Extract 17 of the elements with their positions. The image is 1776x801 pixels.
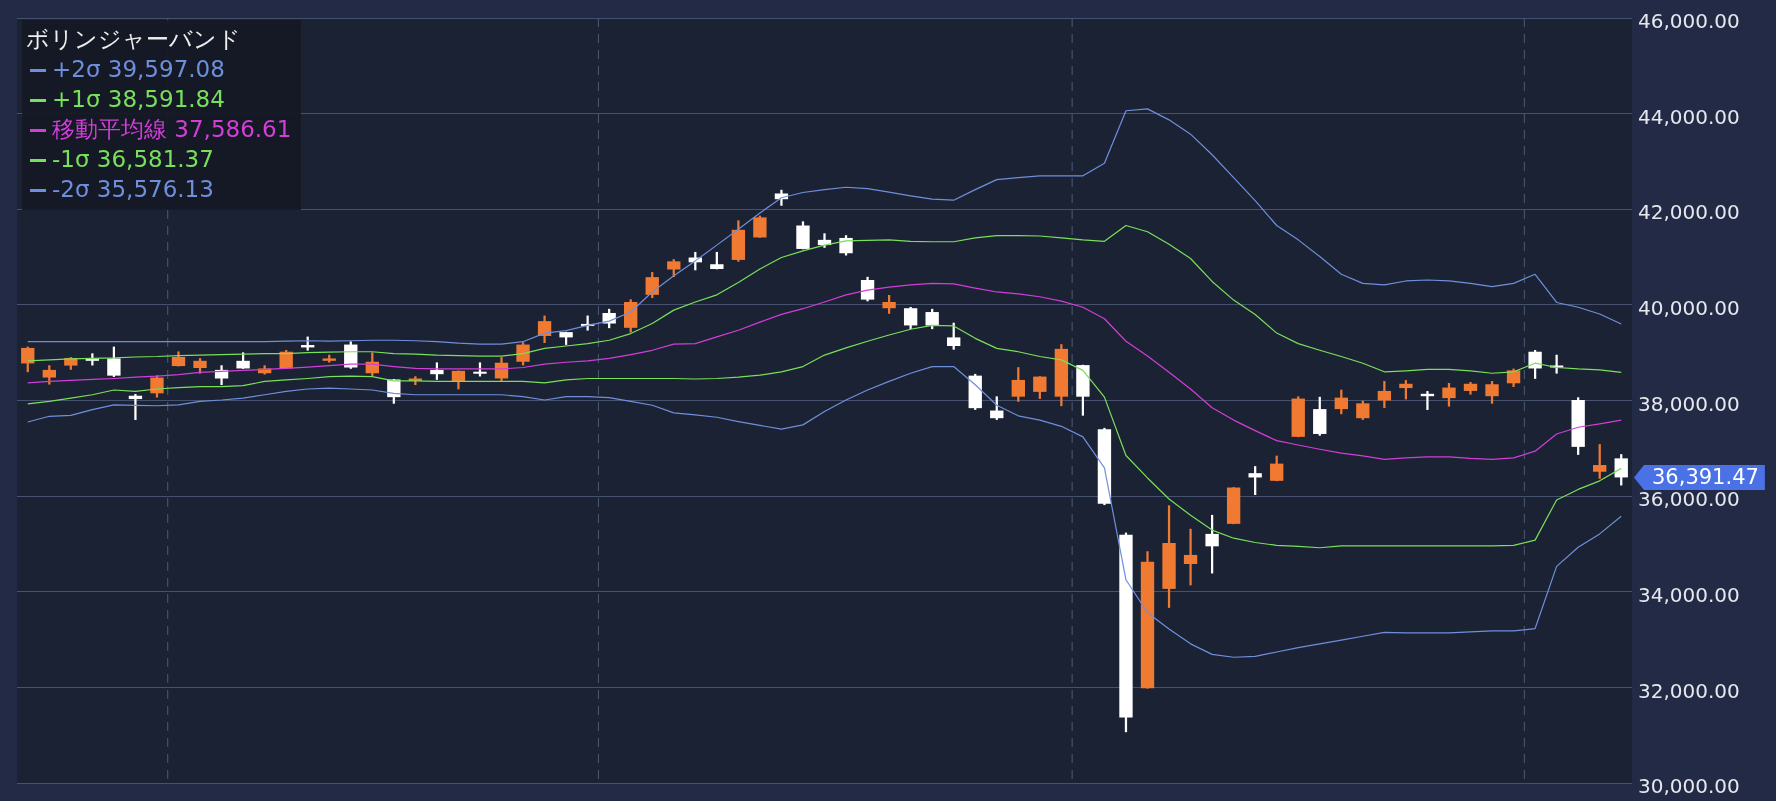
legend-label: +1σ 38,591.84 (52, 86, 225, 112)
legend-label: -1σ 36,581.37 (52, 146, 214, 172)
y-tick-label: 34,000.00 (1638, 582, 1740, 607)
y-tick-label: 30,000.00 (1638, 774, 1740, 799)
y-tick-label: 42,000.00 (1638, 200, 1740, 225)
y-tick-label: 40,000.00 (1638, 296, 1740, 321)
y-tick-label: 46,000.00 (1638, 9, 1740, 34)
legend-label: -2σ 35,576.13 (52, 176, 214, 202)
y-tick-label: 32,000.00 (1638, 678, 1740, 703)
text: 36,391.47 (1652, 464, 1759, 489)
y-tick-label: 38,000.00 (1638, 391, 1740, 416)
candlestick (1183, 528, 1198, 586)
legend-label: +2σ 39,597.08 (52, 56, 225, 82)
y-tick-label: 36,000.00 (1638, 487, 1740, 512)
legend-title: ボリンジャーバンド (26, 25, 242, 54)
legend-label: 移動平均線 37,586.61 (52, 116, 292, 142)
y-tick-label: 44,000.00 (1638, 104, 1740, 129)
